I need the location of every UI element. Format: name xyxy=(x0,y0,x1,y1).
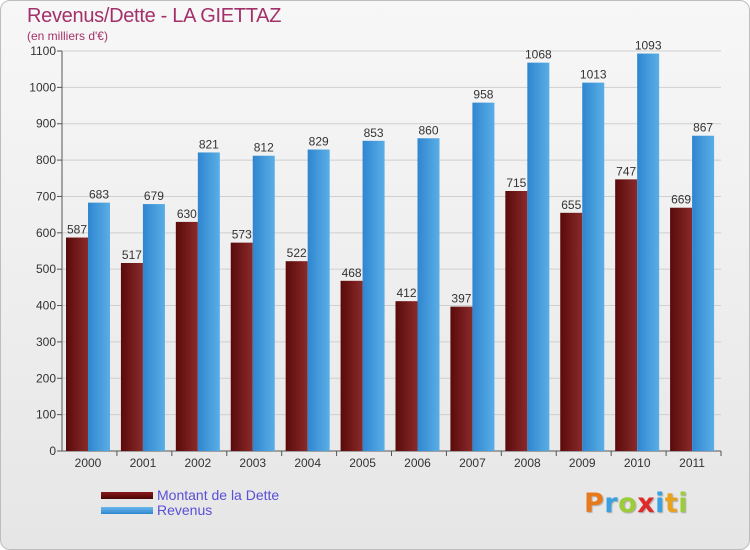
chart-title: Revenus/Dette - LA GIETTAZ xyxy=(27,5,282,27)
data-label-revenus-2003: 812 xyxy=(254,141,274,155)
bar-revenus-2007 xyxy=(472,102,495,452)
logo-letter: i xyxy=(655,488,665,519)
y-tick-label: 700 xyxy=(36,189,56,203)
bar-dette-2000 xyxy=(66,237,88,451)
bar-revenus-2011 xyxy=(692,135,715,451)
logo-letter: P xyxy=(584,488,605,519)
data-label-dette-2000: 587 xyxy=(67,223,87,237)
data-label-dette-2008: 715 xyxy=(506,176,526,190)
bar-dette-2004 xyxy=(285,261,308,451)
data-label-dette-2011: 669 xyxy=(671,193,691,207)
bar-dette-2005 xyxy=(340,280,363,451)
logo-letter: o xyxy=(618,488,638,519)
x-tick-label: 2006 xyxy=(404,456,431,470)
logo-letter: i xyxy=(678,488,689,519)
x-tick-label: 2010 xyxy=(624,456,651,470)
x-tick-label: 2008 xyxy=(514,456,541,470)
bar-revenus-2010 xyxy=(637,53,660,451)
data-label-dette-2005: 468 xyxy=(342,266,362,280)
bar-dette-2010 xyxy=(615,179,638,451)
legend-label-dette: Montant de la Dette xyxy=(157,487,280,503)
x-tick-label: 2003 xyxy=(239,456,266,470)
data-label-dette-2009: 655 xyxy=(561,198,581,212)
data-label-revenus-2006: 860 xyxy=(418,123,438,137)
bar-revenus-2000 xyxy=(88,202,110,451)
y-tick-label: 900 xyxy=(36,117,56,131)
data-label-revenus-2007: 958 xyxy=(473,88,493,102)
bar-revenus-2008 xyxy=(527,62,550,452)
data-label-revenus-2000: 683 xyxy=(89,188,109,202)
data-label-dette-2002: 630 xyxy=(177,207,197,221)
y-tick-label: 0 xyxy=(49,444,56,458)
bar-dette-2008 xyxy=(505,191,528,451)
x-tick-label: 2000 xyxy=(75,456,102,470)
y-tick-label: 800 xyxy=(36,153,56,167)
bar-revenus-2009 xyxy=(582,82,605,452)
x-tick-label: 2007 xyxy=(459,456,486,470)
data-label-revenus-2005: 853 xyxy=(364,126,384,140)
bar-revenus-2003 xyxy=(252,155,275,451)
bar-revenus-2006 xyxy=(417,138,440,452)
y-tick-label: 1100 xyxy=(30,44,56,58)
logo-letter: t xyxy=(664,488,679,519)
y-tick-label: 1000 xyxy=(29,80,56,94)
legend-swatch-dette xyxy=(101,492,153,499)
data-label-dette-2006: 412 xyxy=(396,286,416,300)
data-label-dette-2007: 397 xyxy=(451,292,471,306)
x-tick-label: 2002 xyxy=(184,456,211,470)
bar-revenus-2005 xyxy=(362,140,385,451)
data-label-dette-2004: 522 xyxy=(287,246,307,260)
data-label-revenus-2009: 1013 xyxy=(580,68,607,82)
data-label-revenus-2004: 829 xyxy=(309,135,329,149)
proxiti-logo: Proxiti xyxy=(584,488,688,519)
data-label-dette-2010: 747 xyxy=(616,164,636,178)
x-tick-label: 2011 xyxy=(679,456,705,470)
bar-revenus-2004 xyxy=(307,149,330,451)
data-label-revenus-2002: 821 xyxy=(199,137,219,151)
x-tick-label: 2004 xyxy=(294,456,321,470)
bar-dette-2011 xyxy=(670,207,693,451)
x-tick-label: 2001 xyxy=(130,456,157,470)
data-label-dette-2001: 517 xyxy=(122,248,142,262)
logo-letter: x xyxy=(637,488,656,519)
data-label-dette-2003: 573 xyxy=(232,228,252,242)
logo-letter: r xyxy=(604,488,619,519)
y-tick-label: 600 xyxy=(36,226,56,240)
y-tick-label: 100 xyxy=(36,408,56,422)
legend-label-revenus: Revenus xyxy=(157,502,213,518)
bar-dette-2006 xyxy=(395,301,418,451)
bar-dette-2009 xyxy=(560,212,583,451)
x-tick-label: 2005 xyxy=(349,456,376,470)
x-tick-label: 2009 xyxy=(569,456,596,470)
data-label-revenus-2001: 679 xyxy=(144,189,164,203)
bar-dette-2001 xyxy=(120,263,143,451)
legend-swatch-revenus xyxy=(101,507,153,514)
data-label-revenus-2008: 1068 xyxy=(525,48,552,62)
bar-dette-2003 xyxy=(230,242,253,451)
y-tick-label: 500 xyxy=(36,262,56,276)
y-tick-label: 400 xyxy=(36,299,56,313)
bar-dette-2002 xyxy=(175,221,198,451)
bar-dette-2007 xyxy=(450,306,473,451)
bar-revenus-2001 xyxy=(142,204,165,451)
data-label-revenus-2011: 867 xyxy=(693,121,713,135)
chart-subtitle: (en milliers d'€) xyxy=(27,29,108,43)
y-tick-label: 300 xyxy=(36,335,56,349)
y-tick-label: 200 xyxy=(36,371,56,385)
bar-revenus-2002 xyxy=(197,152,220,452)
data-label-revenus-2010: 1093 xyxy=(635,39,662,53)
